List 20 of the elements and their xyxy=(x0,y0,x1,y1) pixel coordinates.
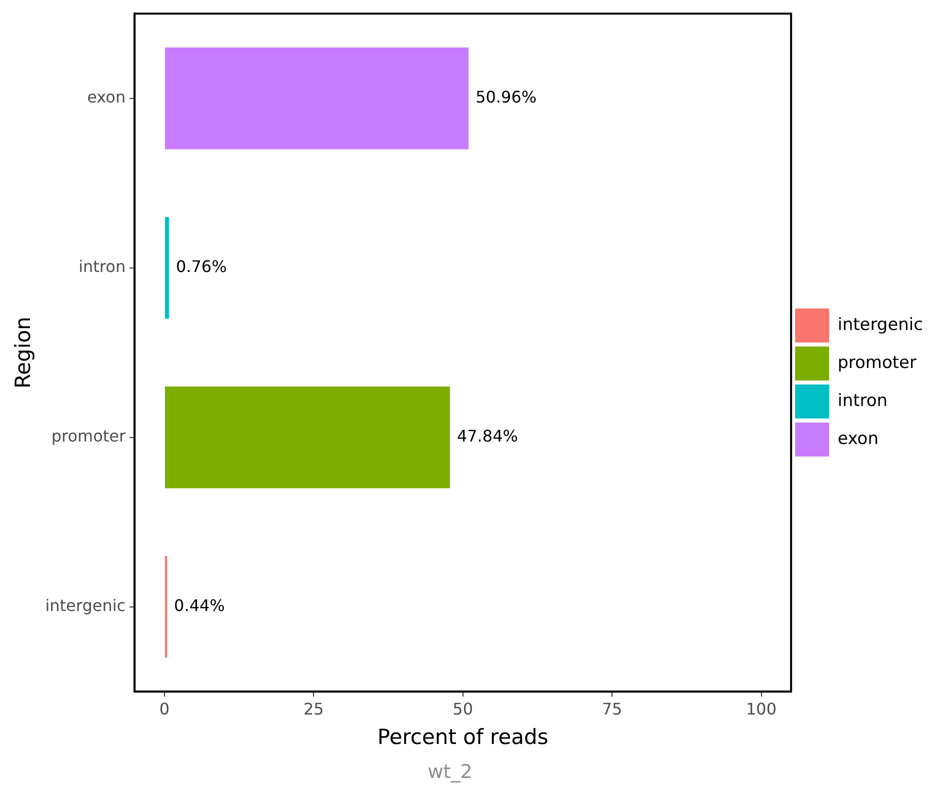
data-label: 0.76% xyxy=(176,257,227,276)
x-tick-label: 50 xyxy=(452,699,474,718)
y-tick-label: intergenic xyxy=(45,596,126,616)
legend-label: intron xyxy=(838,390,888,411)
x-tick-label: 100 xyxy=(746,699,777,718)
x-tick-label: 25 xyxy=(303,699,324,718)
text: wt_2 xyxy=(426,761,474,783)
y-tick-label: intron xyxy=(78,257,126,276)
x-tick-label: 0 xyxy=(159,699,170,718)
y-tick-label: promoter xyxy=(51,426,126,446)
legend-label: intergenic xyxy=(838,314,924,335)
y-axis-title: Region xyxy=(11,316,36,389)
y-tick-label: exon xyxy=(87,88,126,107)
x-axis-title: Percent of reads xyxy=(377,724,548,749)
data-label: 47.84% xyxy=(456,426,518,446)
x-tick-label: 75 xyxy=(602,699,622,718)
data-label: 50.96% xyxy=(476,88,537,107)
legend-label: exon xyxy=(838,428,878,449)
legend-label: promoter xyxy=(838,352,916,373)
data-label: 0.44% xyxy=(174,596,225,616)
